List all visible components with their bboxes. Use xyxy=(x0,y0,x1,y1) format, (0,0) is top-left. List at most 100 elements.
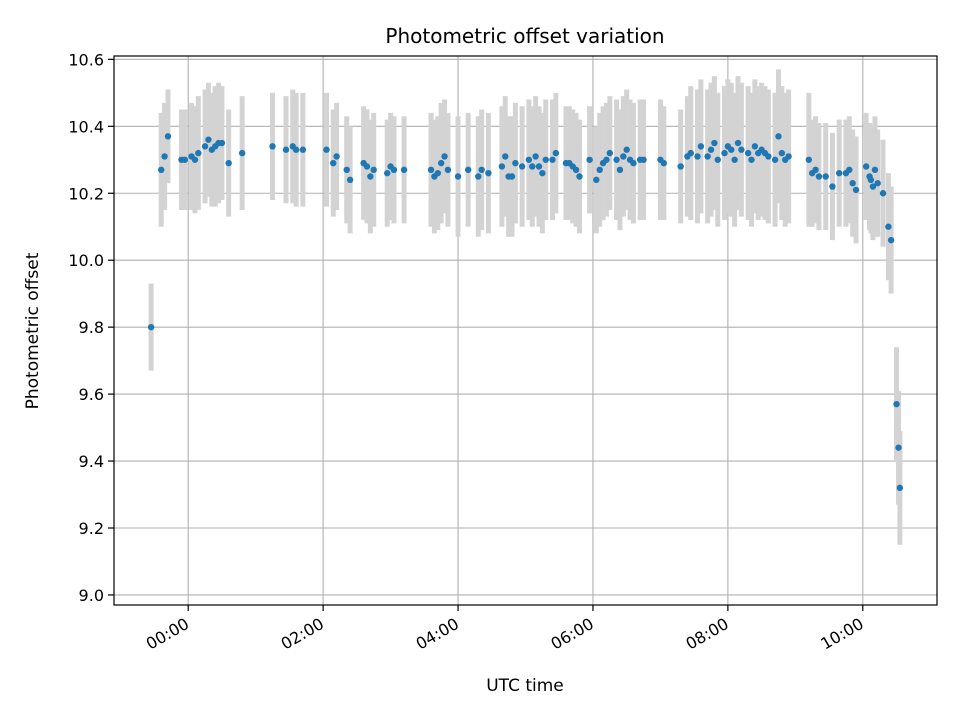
y-tick-label: 10.6 xyxy=(68,50,104,69)
chart-title: Photometric offset variation xyxy=(385,24,664,48)
data-point xyxy=(532,153,539,160)
data-point xyxy=(765,153,772,160)
data-point xyxy=(613,156,620,163)
data-point xyxy=(292,146,300,153)
data-point xyxy=(370,166,377,174)
y-tick-label: 9.6 xyxy=(79,385,104,404)
data-point xyxy=(785,153,792,160)
data-point xyxy=(437,159,445,167)
data-point xyxy=(660,159,667,167)
data-point xyxy=(400,166,408,174)
data-point xyxy=(677,163,684,170)
data-point xyxy=(707,146,715,153)
data-point xyxy=(879,190,887,197)
data-point xyxy=(161,153,168,160)
data-point xyxy=(630,159,637,167)
data-point xyxy=(485,169,492,177)
data-point xyxy=(576,173,583,180)
data-point xyxy=(441,153,448,160)
plot-frame xyxy=(113,55,938,606)
data-point xyxy=(885,223,892,230)
data-point xyxy=(846,166,853,174)
y-axis-ticks: 9.0 9.2 9.4 9.6 9.8 10.0 10.2 10.4 10.6 xyxy=(68,50,114,605)
data-point xyxy=(731,156,738,163)
data-point xyxy=(508,173,516,180)
data-point xyxy=(738,146,745,153)
data-point xyxy=(829,183,836,190)
data-point xyxy=(593,176,600,184)
data-point xyxy=(330,159,337,167)
data-point xyxy=(299,146,307,153)
data-point xyxy=(711,139,718,147)
data-point xyxy=(147,323,155,331)
data-point xyxy=(390,166,398,174)
y-tick-label: 9.8 xyxy=(79,318,104,337)
data-point xyxy=(333,153,340,160)
data-point xyxy=(623,146,630,153)
data-point xyxy=(586,156,593,163)
data-point xyxy=(218,139,226,147)
data-point xyxy=(529,163,536,170)
data-point xyxy=(363,163,371,170)
data-point xyxy=(771,156,779,163)
data-point xyxy=(269,143,276,150)
data-point xyxy=(542,156,549,163)
data-point xyxy=(346,176,354,184)
data-point xyxy=(852,186,860,194)
data-point xyxy=(871,166,879,174)
data-point xyxy=(238,149,246,157)
data-point xyxy=(896,484,904,492)
data-point xyxy=(728,146,735,153)
data-point xyxy=(518,163,526,170)
data-point xyxy=(775,133,782,140)
data-point xyxy=(869,183,877,190)
data-point xyxy=(323,146,330,153)
y-tick-label: 9.0 xyxy=(79,586,104,605)
data-point xyxy=(164,133,172,140)
data-point xyxy=(201,143,209,150)
data-point xyxy=(525,156,533,163)
data-point xyxy=(498,163,506,170)
data-point xyxy=(434,169,442,177)
data-point xyxy=(893,400,900,408)
data-point xyxy=(512,159,519,167)
data-point xyxy=(225,159,232,167)
data-point xyxy=(822,173,829,180)
data-point xyxy=(714,156,721,163)
y-tick-label: 10.4 xyxy=(68,117,104,136)
data-point xyxy=(464,166,472,174)
data-point xyxy=(181,156,189,163)
data-point xyxy=(195,149,202,157)
data-point xyxy=(620,153,627,160)
data-point xyxy=(849,180,856,187)
data-point xyxy=(697,143,705,150)
data-point xyxy=(751,143,759,150)
data-point xyxy=(887,236,895,244)
data-point xyxy=(778,149,786,157)
y-tick-label: 10.0 xyxy=(68,251,104,270)
data-point xyxy=(616,166,624,174)
data-point xyxy=(744,149,752,157)
data-point xyxy=(478,166,485,174)
data-point xyxy=(603,156,610,163)
data-point xyxy=(343,166,350,174)
data-point xyxy=(721,149,728,157)
data-point xyxy=(606,149,614,157)
data-point xyxy=(704,153,711,160)
data-point xyxy=(835,169,843,177)
data-point xyxy=(282,146,290,153)
data-point xyxy=(734,139,742,147)
y-axis-label: Photometric offset xyxy=(23,252,43,409)
data-point xyxy=(367,173,374,180)
data-point xyxy=(552,149,560,157)
data-point xyxy=(815,173,823,180)
data-point xyxy=(812,166,819,174)
data-point xyxy=(158,166,165,174)
data-point xyxy=(475,173,482,180)
data-point xyxy=(549,156,556,163)
data-point xyxy=(694,153,701,160)
data-point xyxy=(867,176,875,184)
y-tick-label: 9.2 xyxy=(79,519,104,538)
data-point xyxy=(502,153,509,160)
